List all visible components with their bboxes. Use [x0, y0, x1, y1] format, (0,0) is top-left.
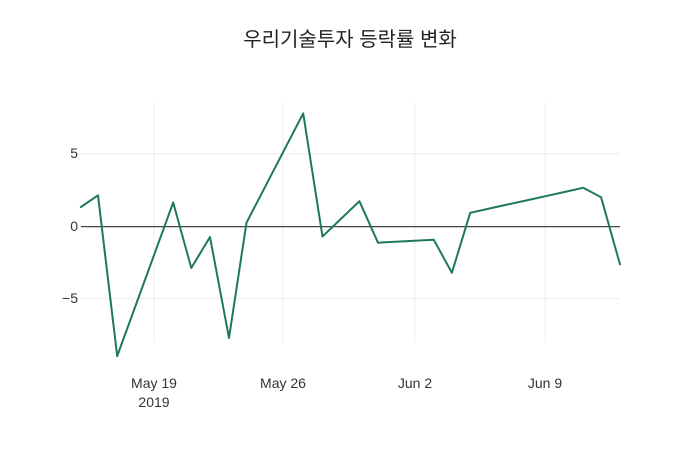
svg-text:Jun 2: Jun 2 [398, 375, 432, 391]
svg-text:Jun 9: Jun 9 [528, 375, 562, 391]
svg-text:May 19: May 19 [131, 375, 177, 391]
svg-text:May 26: May 26 [260, 375, 306, 391]
svg-text:5: 5 [70, 145, 78, 161]
svg-text:−5: −5 [62, 290, 78, 306]
svg-text:0: 0 [70, 218, 78, 234]
svg-text:2019: 2019 [138, 394, 169, 410]
